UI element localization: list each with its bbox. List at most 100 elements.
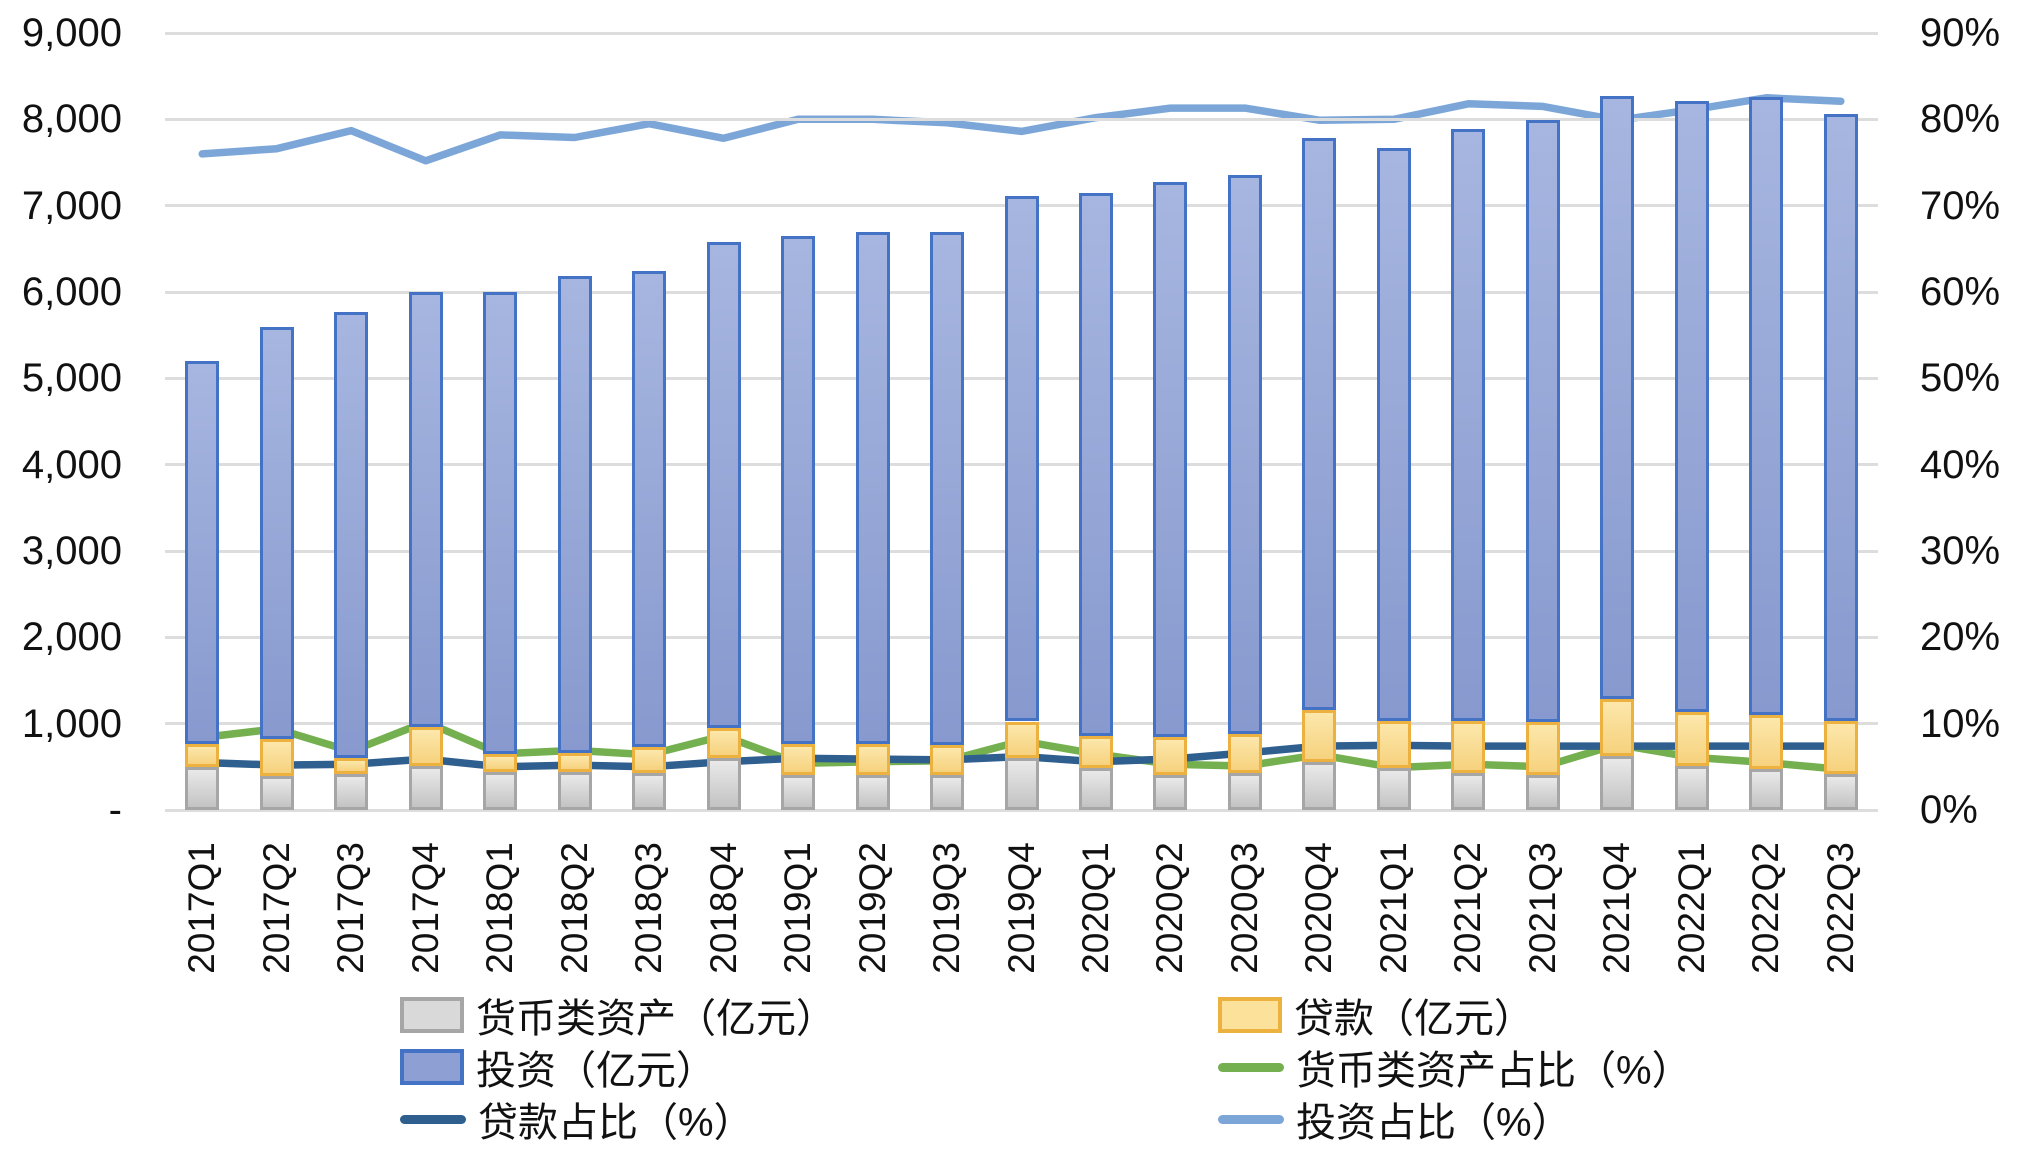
- bar-segment-贷款（亿元）: [1451, 721, 1486, 773]
- bar-segment-货币类资产（亿元）: [781, 774, 816, 810]
- bar-segment-货币类资产（亿元）: [483, 772, 518, 810]
- right-axis-tick-label: 30%: [1920, 529, 2001, 573]
- left-axis-tick-label: 9,000: [21, 11, 122, 55]
- bar-segment-货币类资产（亿元）: [1376, 767, 1411, 810]
- bar-segment-贷款（亿元）: [1674, 712, 1709, 766]
- bar-segment-贷款（亿元）: [1004, 721, 1039, 758]
- legend-bar-swatch-icon: [400, 1049, 464, 1085]
- x-axis-label: 2019Q1: [777, 842, 819, 974]
- x-axis-label: 2018Q2: [553, 842, 595, 974]
- x-axis-label: 2021Q3: [1521, 842, 1563, 974]
- bar-segment-贷款（亿元）: [1302, 710, 1337, 763]
- x-axis-label: 2018Q3: [628, 842, 670, 974]
- legend-label: 投资占比（%）: [1296, 1101, 1572, 1145]
- legend-item-货币类资产占比（%）: 货币类资产占比（%）: [1218, 1043, 1692, 1093]
- legend-item-投资（亿元）: 投资（亿元）: [400, 1043, 716, 1093]
- x-axis-label: 2018Q4: [702, 842, 744, 974]
- x-axis-label: 2019Q3: [926, 842, 968, 974]
- bar-segment-货币类资产（亿元）: [1600, 756, 1635, 810]
- bar-segment-货币类资产（亿元）: [185, 767, 220, 810]
- legend-item-贷款占比（%）: 贷款占比（%）: [400, 1095, 754, 1145]
- x-axis-label: 2020Q2: [1149, 842, 1191, 974]
- bar-segment-货币类资产（亿元）: [1674, 765, 1709, 810]
- x-axis-label: 2022Q1: [1670, 842, 1712, 974]
- right-axis-tick-label: 0%: [1920, 788, 1978, 832]
- legend-label: 贷款占比（%）: [478, 1101, 754, 1145]
- bar-segment-货币类资产（亿元）: [1227, 772, 1262, 810]
- left-axis-tick-label: 4,000: [21, 442, 122, 487]
- bar-segment-贷款（亿元）: [930, 745, 965, 775]
- legend-item-贷款（亿元）: 贷款（亿元）: [1218, 991, 1534, 1041]
- bar-segment-投资（亿元）: [930, 232, 965, 746]
- left-axis-tick-label: 6,000: [21, 270, 122, 314]
- legend-item-货币类资产（亿元）: 货币类资产（亿元）: [400, 991, 836, 1041]
- x-axis-label: 2017Q3: [330, 842, 372, 974]
- bar-segment-贷款（亿元）: [408, 727, 443, 766]
- bar-segment-货币类资产（亿元）: [855, 774, 890, 810]
- bar-segment-投资（亿元）: [259, 327, 294, 739]
- legend-item-投资占比（%）: 投资占比（%）: [1218, 1095, 1572, 1145]
- bar-segment-贷款（亿元）: [259, 738, 294, 776]
- left-axis-tick-label: 5,000: [21, 356, 122, 401]
- right-axis-tick-label: 70%: [1920, 183, 2001, 228]
- gridline: [165, 808, 1878, 812]
- bar-segment-投资（亿元）: [1376, 147, 1411, 722]
- legend-label: 贷款（亿元）: [1294, 997, 1534, 1041]
- x-axis-label: 2020Q1: [1074, 842, 1116, 974]
- bar-segment-投资（亿元）: [185, 361, 220, 745]
- left-axis-tick-label: 7,000: [21, 183, 122, 228]
- bar-segment-货币类资产（亿元）: [1078, 767, 1113, 810]
- bar-segment-货币类资产（亿元）: [1153, 774, 1188, 810]
- bar-segment-货币类资产（亿元）: [1451, 772, 1486, 810]
- bar-segment-投资（亿元）: [1600, 96, 1635, 700]
- bar-segment-投资（亿元）: [1153, 182, 1188, 738]
- bar-segment-投资（亿元）: [706, 241, 741, 728]
- bar-segment-投资（亿元）: [1749, 96, 1784, 716]
- legend-line-swatch-icon: [1218, 1114, 1284, 1124]
- bar-segment-贷款（亿元）: [334, 758, 369, 774]
- legend-label: 货币类资产占比（%）: [1296, 1049, 1692, 1093]
- bar-segment-投资（亿元）: [781, 235, 816, 744]
- bar-segment-贷款（亿元）: [1153, 737, 1188, 775]
- x-axis-label: 2019Q4: [1000, 842, 1042, 974]
- bar-segment-贷款（亿元）: [1749, 715, 1784, 769]
- bar-segment-贷款（亿元）: [632, 747, 667, 774]
- x-axis-label: 2022Q3: [1819, 842, 1861, 974]
- bar-segment-贷款（亿元）: [1823, 721, 1858, 774]
- bar-segment-货币类资产（亿元）: [1525, 774, 1560, 810]
- legend-line-swatch-icon: [400, 1114, 466, 1124]
- legend-bar-swatch-icon: [1218, 997, 1282, 1033]
- bar-segment-贷款（亿元）: [483, 754, 518, 772]
- x-axis-label: 2017Q2: [255, 842, 297, 974]
- x-axis-label: 2017Q4: [404, 842, 446, 974]
- legend-bar-swatch-icon: [400, 997, 464, 1033]
- x-axis-label: 2020Q4: [1298, 842, 1340, 974]
- bar-segment-货币类资产（亿元）: [706, 757, 741, 810]
- bar-segment-投资（亿元）: [1078, 192, 1113, 736]
- right-axis-tick-label: 60%: [1920, 270, 2001, 314]
- x-axis-label: 2022Q2: [1745, 842, 1787, 974]
- legend-label: 货币类资产（亿元）: [476, 997, 836, 1041]
- bar-segment-货币类资产（亿元）: [1749, 768, 1784, 810]
- bar-segment-货币类资产（亿元）: [632, 773, 667, 810]
- left-axis-tick-label: 3,000: [21, 529, 122, 573]
- bar-segment-投资（亿元）: [334, 311, 369, 759]
- bar-segment-贷款（亿元）: [1078, 735, 1113, 768]
- left-axis-tick-label: 2,000: [21, 615, 122, 660]
- bar-segment-货币类资产（亿元）: [1823, 773, 1858, 810]
- right-axis-tick-label: 90%: [1920, 11, 2001, 55]
- bar-segment-投资（亿元）: [1302, 138, 1337, 711]
- bar-segment-贷款（亿元）: [855, 743, 890, 775]
- bar-segment-贷款（亿元）: [1525, 721, 1560, 775]
- bar-segment-投资（亿元）: [1823, 114, 1858, 722]
- x-axis-label: 2021Q4: [1596, 842, 1638, 974]
- bar-segment-贷款（亿元）: [557, 752, 592, 773]
- bar-segment-货币类资产（亿元）: [557, 772, 592, 810]
- left-axis-tick-label: 1,000: [21, 701, 122, 746]
- bar-segment-货币类资产（亿元）: [334, 773, 369, 810]
- bar-segment-投资（亿元）: [1451, 128, 1486, 722]
- right-axis-tick-label: 80%: [1920, 97, 2001, 142]
- bar-segment-贷款（亿元）: [781, 743, 816, 775]
- bar-segment-投资（亿元）: [1525, 120, 1560, 722]
- x-axis-label: 2021Q2: [1447, 842, 1489, 974]
